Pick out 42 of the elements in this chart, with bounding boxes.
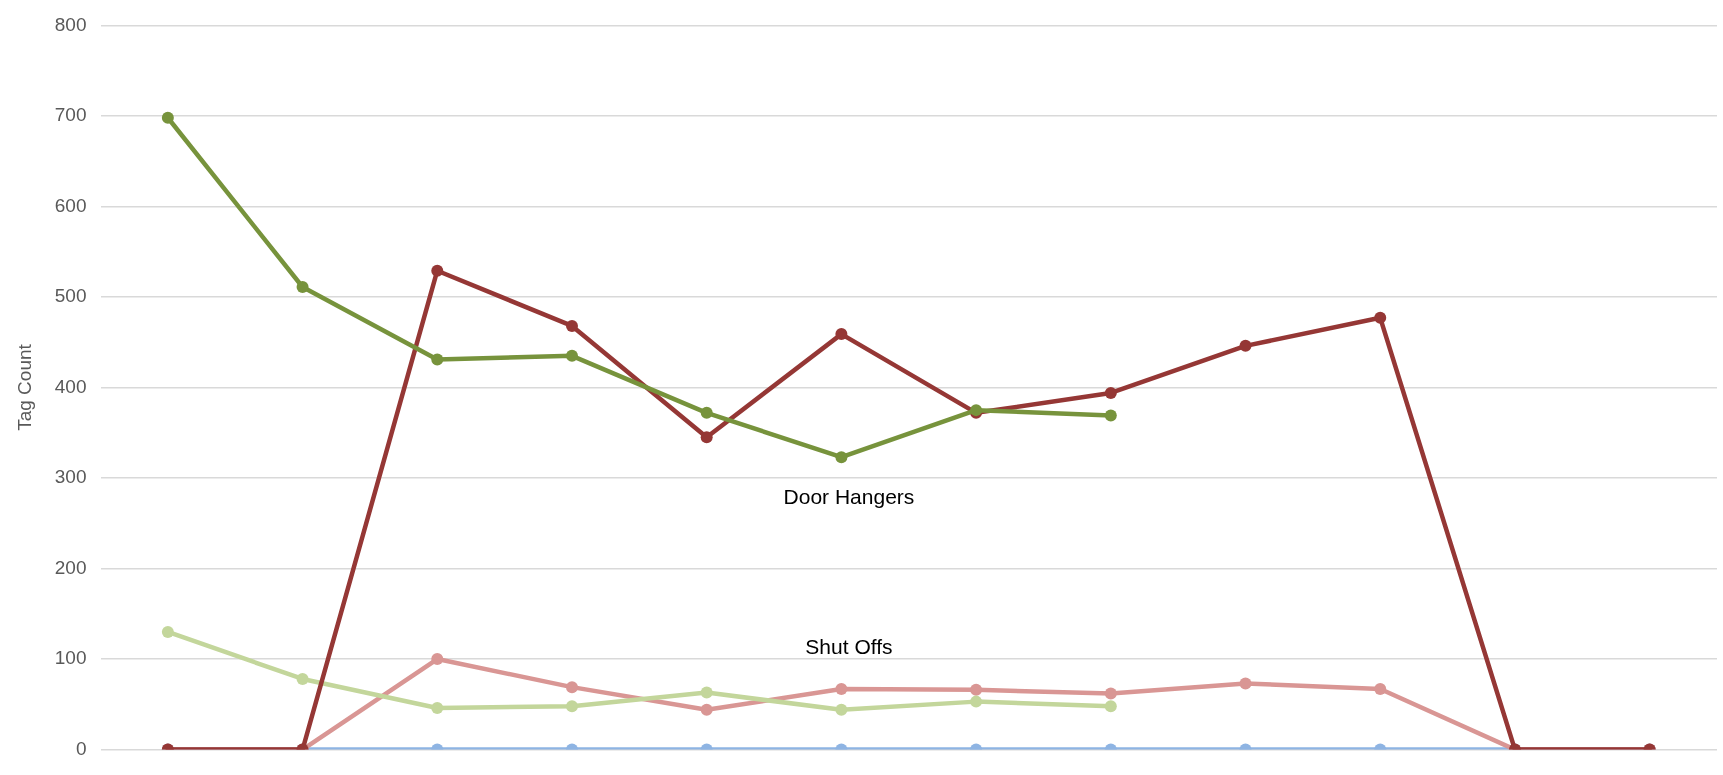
point: [565, 349, 578, 362]
point: [1374, 311, 1387, 324]
point: [565, 681, 578, 694]
point: [1104, 409, 1117, 422]
point: [431, 653, 444, 666]
point: [431, 353, 444, 366]
y-tick-label: 700: [54, 104, 87, 126]
point: [565, 319, 578, 332]
y-axis-title: Tag Count: [13, 343, 35, 431]
point: [161, 111, 174, 124]
point: [296, 672, 309, 685]
point: [296, 281, 309, 294]
y-tick-label: 0: [75, 737, 87, 759]
annotation: Door Hangers: [783, 485, 915, 509]
point: [835, 328, 848, 341]
point: [431, 264, 444, 277]
point: [970, 683, 983, 696]
y-tick-label: 400: [54, 375, 87, 397]
point: [700, 431, 713, 444]
y-tick-label: 800: [54, 13, 87, 35]
point: [565, 700, 578, 713]
point: [1104, 386, 1117, 399]
y-tick-label: 500: [54, 285, 87, 307]
y-tick-label: 300: [54, 466, 87, 488]
point: [1239, 677, 1252, 690]
point: [431, 701, 444, 714]
point: [1104, 687, 1117, 700]
y-tick-label: 600: [54, 194, 87, 216]
point: [970, 695, 983, 708]
point: [835, 703, 848, 716]
point: [161, 625, 174, 638]
point: [1374, 682, 1387, 695]
point: [1104, 700, 1117, 713]
point: [835, 682, 848, 695]
point: [700, 406, 713, 419]
point: [700, 686, 713, 699]
y-tick-label: 100: [54, 647, 87, 669]
point: [1239, 339, 1252, 352]
y-tick-label: 200: [54, 556, 87, 578]
annotation: Shut Offs: [805, 635, 893, 659]
point: [835, 451, 848, 464]
point: [700, 703, 713, 716]
